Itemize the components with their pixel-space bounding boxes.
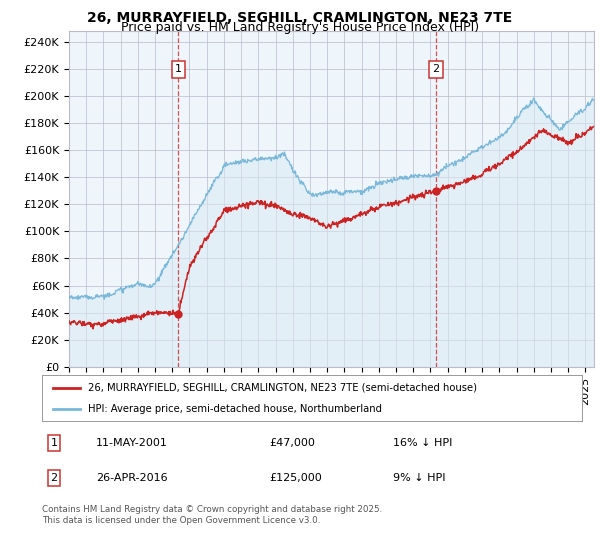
Text: 1: 1 — [50, 438, 58, 448]
Point — [431, 187, 440, 196]
Point — [173, 310, 183, 319]
Text: 26-APR-2016: 26-APR-2016 — [96, 473, 167, 483]
Text: £47,000: £47,000 — [269, 438, 314, 448]
Text: 2: 2 — [433, 64, 440, 74]
Text: HPI: Average price, semi-detached house, Northumberland: HPI: Average price, semi-detached house,… — [88, 404, 382, 414]
Text: 2: 2 — [50, 473, 58, 483]
Text: 26, MURRAYFIELD, SEGHILL, CRAMLINGTON, NE23 7TE (semi-detached house): 26, MURRAYFIELD, SEGHILL, CRAMLINGTON, N… — [88, 382, 477, 393]
Text: 11-MAY-2001: 11-MAY-2001 — [96, 438, 168, 448]
Text: 16% ↓ HPI: 16% ↓ HPI — [393, 438, 452, 448]
Text: Contains HM Land Registry data © Crown copyright and database right 2025.
This d: Contains HM Land Registry data © Crown c… — [42, 505, 382, 525]
Text: £125,000: £125,000 — [269, 473, 322, 483]
Text: 9% ↓ HPI: 9% ↓ HPI — [393, 473, 445, 483]
Text: Price paid vs. HM Land Registry's House Price Index (HPI): Price paid vs. HM Land Registry's House … — [121, 21, 479, 34]
Text: 1: 1 — [175, 64, 182, 74]
Text: 26, MURRAYFIELD, SEGHILL, CRAMLINGTON, NE23 7TE: 26, MURRAYFIELD, SEGHILL, CRAMLINGTON, N… — [88, 11, 512, 25]
